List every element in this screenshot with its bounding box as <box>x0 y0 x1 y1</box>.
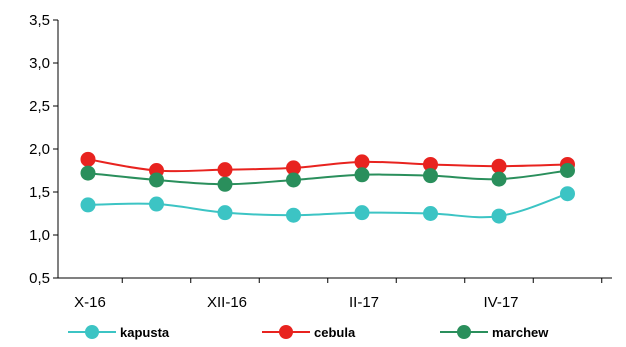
x-tick-label: X-16 <box>74 294 106 311</box>
x-tick-label: XII-16 <box>207 294 247 311</box>
data-point-kapusta-2 <box>217 205 233 221</box>
y-tick-label: 2,0 <box>29 141 50 158</box>
y-tick-label: 3,5 <box>29 12 50 29</box>
legend-label-cebula: cebula <box>314 325 356 340</box>
data-point-kapusta-1 <box>149 196 164 212</box>
series-marchew <box>80 163 575 192</box>
legend-marker <box>85 325 99 339</box>
data-point-kapusta-0 <box>80 197 96 213</box>
data-point-cebula-2 <box>217 162 233 178</box>
series-layer <box>80 151 575 224</box>
x-tick-label: IV-17 <box>483 294 518 311</box>
legend: kapusta cebula marchew <box>68 325 549 340</box>
data-point-cebula-5 <box>423 156 438 172</box>
y-tick-label: 3,0 <box>29 55 50 72</box>
data-point-marchew-7 <box>560 163 575 178</box>
legend-marker <box>457 325 471 339</box>
legend-item-marchew: marchew <box>440 325 549 340</box>
legend-marker <box>279 325 293 339</box>
x-tick-label: II-17 <box>349 294 379 311</box>
y-tick-label: 1,5 <box>29 184 50 201</box>
data-point-kapusta-7 <box>560 186 575 202</box>
data-point-cebula-0 <box>80 151 96 167</box>
legend-item-kapusta: kapusta <box>68 325 170 340</box>
legend-item-cebula: cebula <box>262 325 356 340</box>
y-tick-label: 0,5 <box>29 270 50 287</box>
data-point-marchew-1 <box>149 172 164 188</box>
data-point-marchew-2 <box>217 176 233 192</box>
data-point-cebula-3 <box>286 160 301 176</box>
x-axis-ticks: X-16 XII-16 II-17 IV-17 <box>74 278 603 311</box>
data-point-marchew-6 <box>491 171 507 187</box>
data-point-cebula-4 <box>354 154 370 170</box>
y-axis-ticks: 0,5 1,0 1,5 2,0 2,5 3,0 3,5 <box>29 12 58 287</box>
data-point-cebula-6 <box>491 158 507 174</box>
legend-label-kapusta: kapusta <box>120 325 170 340</box>
data-point-marchew-0 <box>80 165 96 181</box>
y-tick-label: 2,5 <box>29 98 50 115</box>
data-point-kapusta-5 <box>423 206 438 221</box>
legend-label-marchew: marchew <box>492 325 549 340</box>
data-point-marchew-3 <box>286 172 301 188</box>
series-kapusta <box>80 186 575 224</box>
y-tick-label: 1,0 <box>29 227 50 244</box>
data-point-kapusta-4 <box>354 205 370 221</box>
data-point-kapusta-6 <box>491 208 507 224</box>
axes <box>57 20 612 279</box>
data-point-kapusta-3 <box>286 207 301 223</box>
data-point-marchew-5 <box>423 168 438 184</box>
data-point-marchew-4 <box>354 167 370 183</box>
